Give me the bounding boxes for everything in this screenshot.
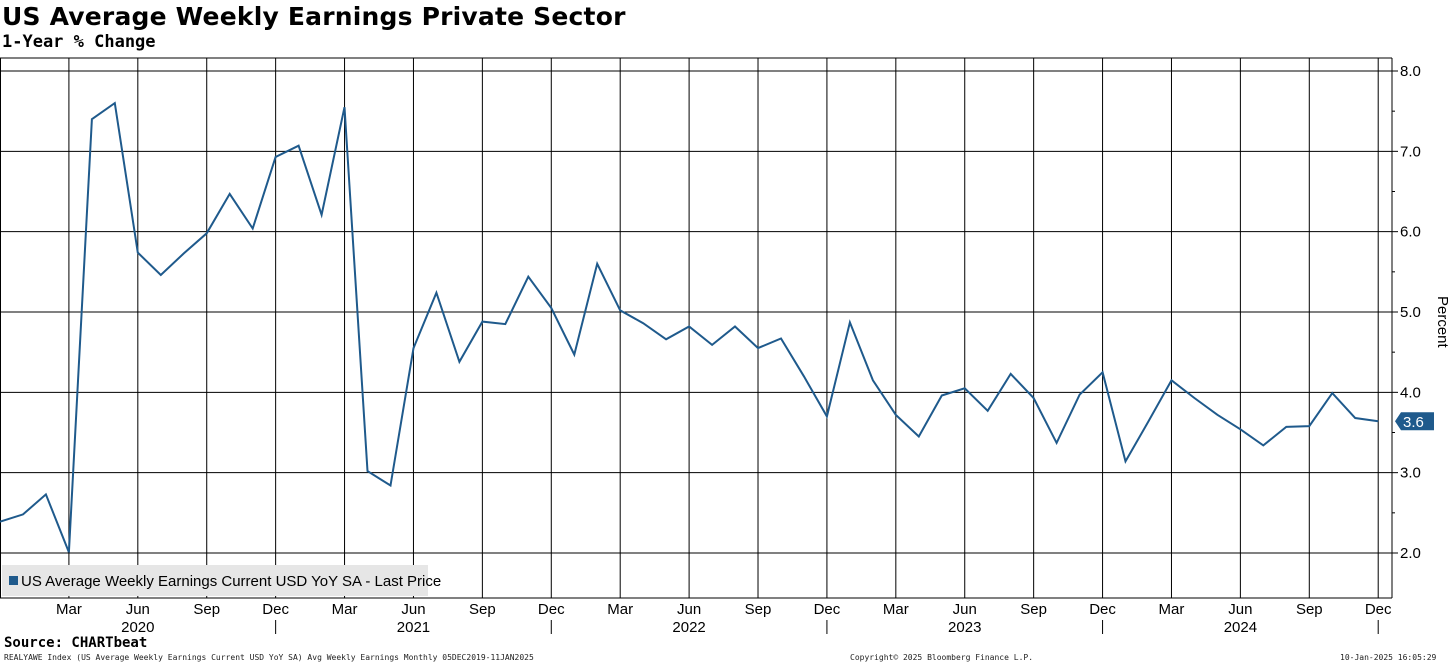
x-tick-label: Mar	[883, 601, 909, 618]
x-year-label: 2024	[1224, 619, 1257, 636]
chart-title: US Average Weekly Earnings Private Secto…	[2, 2, 626, 31]
x-tick-label: Dec	[814, 601, 841, 618]
chart-subtitle: 1-Year % Change	[2, 32, 156, 52]
legend-label: US Average Weekly Earnings Current USD Y…	[21, 573, 441, 590]
y-tick-label: 3.0	[1400, 465, 1421, 482]
footer-ticker-info: REALYAWE Index (US Average Weekly Earnin…	[4, 653, 534, 662]
legend-box	[2, 565, 428, 596]
y-tick-label: 8.0	[1400, 63, 1421, 80]
y-tick-label: 7.0	[1400, 143, 1421, 160]
x-tick-label: Dec	[262, 601, 289, 618]
x-year-label: 2020	[121, 619, 154, 636]
y-tick-label: 6.0	[1400, 224, 1421, 241]
x-tick-label: Mar	[1159, 601, 1185, 618]
x-tick-label: Jun	[953, 601, 977, 618]
x-tick-label: Mar	[56, 601, 82, 618]
x-tick-label: Dec	[1089, 601, 1116, 618]
x-tick-label: Jun	[126, 601, 150, 618]
x-tick-label: Mar	[332, 601, 358, 618]
x-tick-label: Dec	[1365, 601, 1392, 618]
x-year-label: 2021	[397, 619, 430, 636]
y-tick-label: 5.0	[1400, 304, 1421, 321]
x-tick-label: Jun	[1228, 601, 1252, 618]
x-tick-label: Sep	[469, 601, 496, 618]
x-tick-label: Jun	[401, 601, 425, 618]
x-tick-label: Sep	[1296, 601, 1323, 618]
x-year-label: 2022	[672, 619, 705, 636]
x-tick-label: Mar	[607, 601, 633, 618]
footer-timestamp: 10-Jan-2025 16:05:29	[1340, 653, 1437, 662]
x-tick-label: Sep	[745, 601, 772, 618]
footer-copyright: Copyright© 2025 Bloomberg Finance L.P.	[850, 653, 1034, 662]
x-tick-label: Sep	[193, 601, 220, 618]
last-value-label: 3.6	[1403, 414, 1424, 431]
x-tick-label: Jun	[677, 601, 701, 618]
last-value-tag: 3.6	[1395, 412, 1434, 431]
y-axis-label: Percent	[1434, 296, 1451, 349]
y-tick-label: 4.0	[1400, 384, 1421, 401]
x-year-label: 2023	[948, 619, 981, 636]
source-note: Source: CHARTbeat	[4, 635, 148, 651]
legend-swatch	[9, 576, 18, 585]
x-tick-label: Sep	[1020, 601, 1047, 618]
x-tick-label: Dec	[538, 601, 565, 618]
y-tick-label: 2.0	[1400, 545, 1421, 562]
